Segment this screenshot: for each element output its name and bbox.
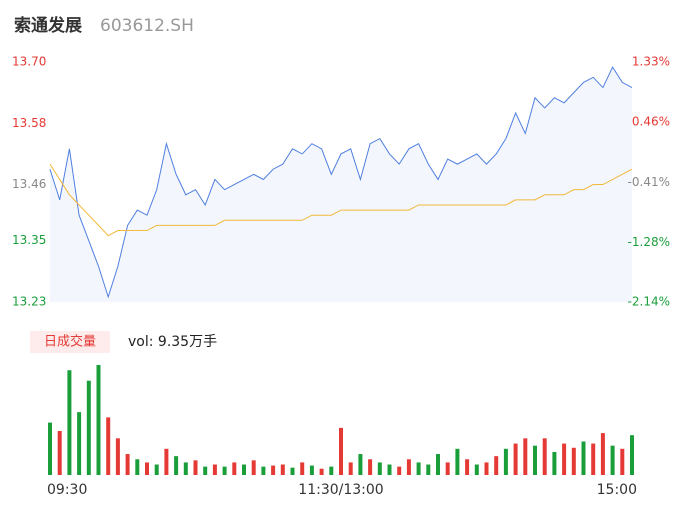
volume-bar [290, 467, 295, 475]
chart-title: 索通发展 [14, 15, 82, 36]
price-line [49, 66, 633, 299]
volume-bar [242, 464, 246, 475]
volume-bar [571, 447, 576, 475]
x-tick-label: 15:00 [597, 482, 637, 498]
volume-bar [183, 462, 188, 475]
volume-bar [445, 462, 450, 475]
volume-bar [397, 466, 402, 475]
volume-bar [164, 448, 169, 475]
volume-bar [368, 459, 373, 475]
volume-bar [222, 466, 227, 475]
volume-bar [309, 465, 314, 475]
volume-bar [280, 464, 285, 475]
volume-bar [300, 462, 305, 475]
volume-bar [523, 438, 528, 475]
chart-subtitle: 603612.SH [100, 16, 194, 36]
volume-bar [474, 464, 479, 475]
volume-bar [503, 448, 508, 475]
volume-bar [494, 456, 499, 475]
volume-bar [630, 435, 634, 475]
volume-bar [387, 464, 392, 475]
volume-bar [542, 438, 547, 475]
volume-label-bg [30, 331, 110, 353]
volume-bar [406, 459, 411, 475]
volume-bar [484, 462, 489, 475]
volume-bar [620, 448, 625, 475]
volume-bar [271, 465, 276, 475]
volume-summary: vol: 9.35万手 [128, 334, 217, 350]
volume-label: 日成交量 [44, 334, 96, 350]
volume-bar [339, 427, 343, 475]
volume-bar [174, 456, 179, 475]
volume-bar [319, 468, 324, 475]
volume-bar [591, 443, 596, 475]
volume-bar [145, 462, 149, 475]
volume-bar [513, 443, 518, 475]
y2-tick-label: -1.28% [628, 235, 670, 249]
volume-bar [455, 448, 460, 475]
volume-bar [203, 466, 208, 475]
volume-bar [581, 441, 586, 475]
volume-bar [125, 454, 130, 475]
volume-bar [154, 464, 159, 475]
volume-bar [416, 462, 421, 475]
volume-bar [562, 443, 567, 475]
volume-bar [261, 466, 266, 475]
volume-bar [600, 433, 605, 475]
price-area [50, 67, 632, 302]
volume-bar [377, 462, 382, 475]
volume-bar [426, 464, 431, 475]
volume-bar [533, 445, 537, 475]
x-tick-label: 11:30/13:00 [298, 482, 383, 498]
volume-bar [329, 466, 334, 475]
y2-tick-label: 1.33% [632, 55, 670, 69]
y-tick-label: 13.46 [12, 177, 46, 191]
volume-bar [86, 380, 91, 475]
volume-bar [610, 445, 615, 475]
y2-tick-label: -0.41% [628, 175, 670, 189]
y-tick-label: 13.35 [12, 233, 46, 247]
volume-bar [232, 462, 237, 475]
volume-bar [251, 460, 256, 475]
volume-bar [96, 365, 101, 475]
volume-bar [212, 464, 217, 475]
x-tick-label: 09:30 [47, 482, 87, 498]
volume-bar [465, 459, 470, 475]
volume-bar [135, 459, 140, 475]
volume-bar [115, 438, 120, 475]
y-tick-label: 13.58 [12, 116, 46, 130]
volume-bar [77, 412, 82, 475]
y2-tick-label: 0.46% [632, 115, 670, 129]
volume-bar [193, 460, 198, 475]
volume-bar [436, 454, 440, 475]
volume-bar [348, 462, 353, 475]
volume-bar [67, 370, 72, 475]
y2-tick-label: -2.14% [628, 295, 670, 309]
average-line [49, 163, 633, 237]
volume-bar [57, 431, 62, 475]
y-tick-label: 13.70 [12, 55, 46, 69]
y-tick-label: 13.23 [12, 295, 46, 309]
volume-bar [358, 454, 363, 475]
volume-bar [552, 451, 557, 475]
volume-bar [106, 417, 111, 475]
volume-bar [48, 422, 52, 475]
